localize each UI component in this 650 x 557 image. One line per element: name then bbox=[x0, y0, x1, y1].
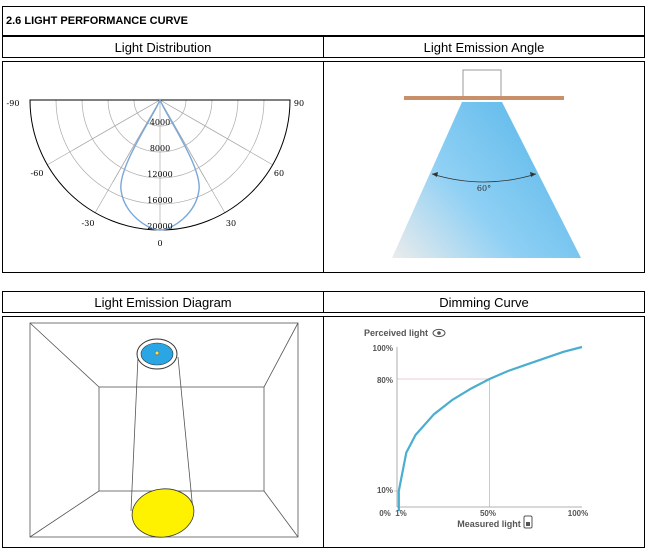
lightbulb-meter-icon bbox=[523, 515, 533, 529]
room-emission-illustration bbox=[29, 322, 299, 538]
angle-label-neg90: -90 bbox=[7, 99, 20, 108]
floor-light-spot bbox=[131, 488, 195, 538]
x-tick-1: 1% bbox=[395, 509, 407, 518]
section-title: 2.6 LIGHT PERFORMANCE CURVE bbox=[6, 15, 188, 27]
ceiling-mount-bar bbox=[404, 96, 564, 100]
y-tick-80: 80% bbox=[377, 376, 393, 385]
ring-label-20000: 20000 bbox=[147, 222, 172, 231]
eye-icon bbox=[432, 328, 446, 338]
angle-label-90: 90 bbox=[294, 99, 304, 108]
fixture-led bbox=[154, 350, 160, 356]
dimming-curve-panel: Perceived light 100% 80% 10% 0% 1% 50% 1… bbox=[323, 316, 645, 548]
emission-angle-illustration: 60° bbox=[392, 69, 581, 258]
light-emission-diagram-panel bbox=[2, 316, 324, 548]
angle-arc bbox=[431, 173, 537, 183]
header-light-emission-angle: Light Emission Angle bbox=[323, 36, 645, 58]
header-dimming-curve: Dimming Curve bbox=[323, 291, 645, 313]
header-light-distribution: Light Distribution bbox=[2, 36, 324, 58]
light-distribution-panel: -90 90 -60 60 -30 30 0 4000 8000 12000 1… bbox=[2, 61, 324, 273]
fixture-housing bbox=[462, 69, 502, 98]
x-tick-100: 100% bbox=[568, 509, 588, 518]
section-title-row: 2.6 LIGHT PERFORMANCE CURVE bbox=[2, 6, 645, 36]
angle-label-60: 60 bbox=[274, 169, 284, 178]
angle-label-neg30: -30 bbox=[82, 219, 95, 228]
header-light-emission-diagram: Light Emission Diagram bbox=[2, 291, 324, 313]
light-emission-angle-panel: 60° bbox=[323, 61, 645, 273]
y-axis-title: Perceived light bbox=[364, 328, 428, 338]
polar-distribution-chart: -90 90 -60 60 -30 30 0 4000 8000 12000 1… bbox=[7, 98, 304, 248]
angle-label-0: 0 bbox=[157, 239, 162, 248]
angle-label-neg60: -60 bbox=[31, 169, 44, 178]
dimming-curve-line bbox=[397, 345, 583, 512]
x-axis-title: Measured light bbox=[457, 519, 521, 529]
light-beam bbox=[392, 102, 581, 258]
angle-label: 60° bbox=[477, 184, 491, 193]
x-tick-0: 0% bbox=[379, 509, 391, 518]
ring-label-4000: 4000 bbox=[150, 118, 170, 127]
ring-label-16000: 16000 bbox=[147, 196, 172, 205]
y-tick-10: 10% bbox=[377, 486, 393, 495]
y-tick-100: 100% bbox=[373, 344, 393, 353]
ring-label-12000: 12000 bbox=[147, 170, 172, 179]
x-tick-50: 50% bbox=[480, 509, 496, 518]
ring-label-8000: 8000 bbox=[150, 144, 170, 153]
dimming-curve-chart: Perceived light 100% 80% 10% 0% 1% 50% 1… bbox=[364, 328, 588, 529]
angle-label-30: 30 bbox=[226, 219, 236, 228]
distribution-curve bbox=[120, 98, 200, 231]
